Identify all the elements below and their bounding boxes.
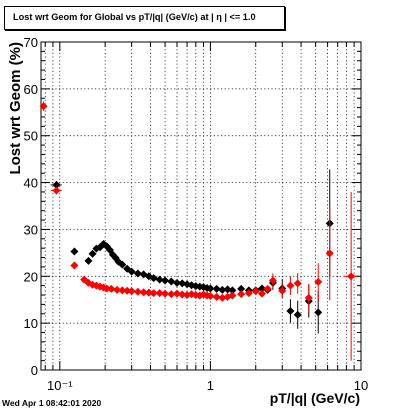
data-point — [123, 286, 132, 295]
plot-frame — [40, 41, 362, 371]
data-point — [178, 290, 187, 299]
data-point — [237, 290, 246, 299]
data-point — [325, 249, 334, 258]
y-tick-label: 0 — [31, 363, 38, 378]
data-point — [228, 286, 237, 295]
data-point — [127, 287, 136, 296]
data-point — [133, 269, 142, 278]
y-tick-label: 60 — [24, 82, 38, 97]
data-point — [237, 284, 246, 293]
data-point — [161, 276, 170, 285]
data-point — [251, 287, 260, 296]
data-point — [133, 287, 142, 296]
data-point — [52, 180, 61, 189]
data-point — [149, 274, 158, 283]
data-point — [161, 289, 170, 298]
data-point — [167, 277, 176, 286]
data-point — [218, 285, 227, 294]
data-point — [304, 293, 313, 302]
x-tick-label: 1 — [207, 378, 214, 393]
y-tick-label: 50 — [24, 129, 38, 144]
data-point — [286, 281, 295, 290]
axis-tick-labels: 0 10 20 30 40 50 60 70 10⁻¹ 1 10 — [24, 35, 369, 393]
data-point — [314, 308, 323, 317]
data-point — [144, 288, 153, 297]
data-point — [155, 275, 164, 284]
data-point — [113, 285, 122, 294]
data-point — [212, 284, 221, 293]
data-point — [172, 289, 181, 298]
data-point — [228, 291, 237, 300]
x-axis-title: pT/|q| (GeV/c) — [270, 390, 360, 406]
data-point — [118, 260, 127, 269]
data-point — [167, 290, 176, 299]
axis-ticks — [41, 41, 362, 371]
data-point — [118, 286, 127, 295]
chart-title-box: Lost wrt Geom for Global vs pT/|q| (GeV/… — [4, 6, 285, 30]
data-point — [155, 289, 164, 298]
y-tick-label: 40 — [24, 176, 38, 191]
data-point — [123, 264, 132, 273]
y-tick-label: 20 — [24, 269, 38, 284]
x-tick-label: 10⁻¹ — [47, 378, 73, 393]
data-point — [212, 292, 221, 301]
y-tick-label: 70 — [24, 35, 38, 50]
data-point — [39, 102, 48, 111]
y-tick-label: 10 — [24, 316, 38, 331]
x-tick-label: 10 — [354, 378, 368, 393]
data-point — [286, 306, 295, 315]
data-point — [139, 288, 148, 297]
data-point — [257, 284, 266, 293]
data-point — [84, 256, 93, 265]
data-point — [314, 277, 323, 286]
data-point — [88, 249, 97, 258]
data-point — [172, 278, 181, 287]
data-point — [218, 293, 227, 302]
data-point — [278, 286, 287, 295]
data-point — [263, 284, 272, 293]
chart-title: Lost wrt Geom for Global vs pT/|q| (GeV/… — [13, 12, 256, 22]
data-point — [102, 284, 111, 293]
data-point — [257, 289, 266, 298]
data-point — [149, 289, 158, 298]
data-point — [206, 291, 215, 300]
data-points — [39, 101, 358, 361]
series-red — [39, 101, 358, 361]
grid-lines — [41, 42, 362, 370]
data-point — [127, 267, 136, 276]
data-point — [268, 276, 277, 285]
data-point — [206, 284, 215, 293]
data-point — [70, 261, 79, 270]
data-point — [293, 310, 302, 319]
data-point — [107, 284, 116, 293]
data-point — [347, 272, 356, 281]
data-point — [244, 289, 253, 298]
data-point — [70, 247, 79, 256]
y-tick-label: 30 — [24, 222, 38, 237]
data-point — [293, 279, 302, 288]
data-point — [52, 186, 61, 195]
footer-timestamp: Wed Apr 1 08:42:01 2020 — [2, 398, 102, 408]
series-black — [50, 169, 334, 334]
y-axis-title: Lost wrt Geom (%) — [7, 42, 24, 175]
